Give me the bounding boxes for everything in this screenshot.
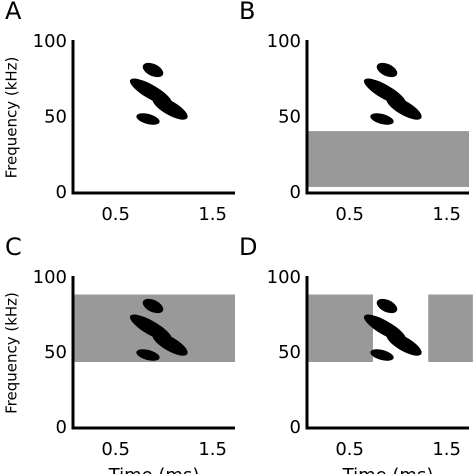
x-tick-label: 0.5 [335,204,364,225]
x-tick-label: 0.5 [335,439,364,460]
x-tick-label: 1.5 [432,439,461,460]
x-axis-label: Time (ms) [108,465,200,474]
y-axis-label: Frequency (kHz) [3,57,21,179]
panel: 0 50 100 0.5 1.5 B [239,0,469,225]
panel-label: D [239,233,257,261]
y-tick-label: 100 [267,267,301,288]
y-tick-label: 0 [290,417,301,438]
x-tick-label: 1.5 [432,204,461,225]
panel: 0 50 100 0.5 1.5 D Time (ms) [239,233,473,474]
x-tick-label: 0.5 [101,204,130,225]
y-tick-label: 50 [44,342,67,363]
y-tick-label: 50 [278,107,301,128]
y-tick-label: 100 [267,31,301,52]
y-tick-label: 50 [44,107,67,128]
masking-band [307,131,469,187]
call-shapes [360,59,425,127]
panel-label: B [239,0,255,25]
y-tick-label: 0 [56,182,67,203]
call-shapes [126,59,191,127]
y-tick-label: 50 [278,342,301,363]
y-tick-label: 100 [33,31,67,52]
panel-label: C [5,233,22,261]
masking-band [428,294,473,362]
panel: 0 50 100 0.5 1.5 A Frequency (kHz) [3,0,235,225]
panel: 0 50 100 0.5 1.5 C Frequency (kHz) Time (ms) [3,233,235,474]
x-axis-label: Time (ms) [342,465,434,474]
x-tick-label: 0.5 [101,439,130,460]
x-tick-label: 1.5 [198,204,227,225]
y-tick-label: 100 [33,267,67,288]
panel-label: A [5,0,22,25]
masking-band [307,294,373,362]
x-tick-label: 1.5 [198,439,227,460]
y-tick-label: 0 [290,182,301,203]
y-axis-label: Frequency (kHz) [3,292,21,414]
y-tick-label: 0 [56,417,67,438]
